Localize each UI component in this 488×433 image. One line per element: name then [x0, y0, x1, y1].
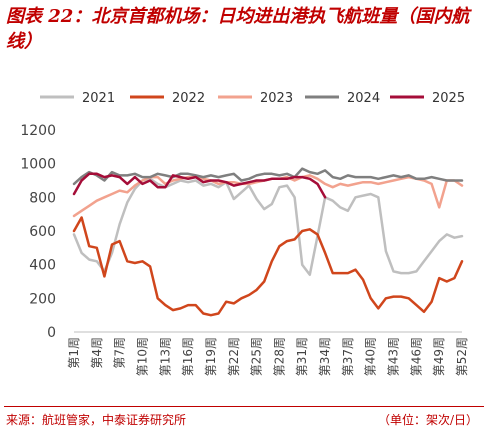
- x-tick-label: 第34周: [318, 337, 332, 376]
- legend-label-2025: 2025: [432, 91, 465, 106]
- source-note: 来源：航班管家，中泰证券研究所: [6, 413, 187, 427]
- x-tick-label: 第28周: [272, 337, 286, 376]
- x-tick-label: 第46周: [409, 337, 423, 376]
- y-axis: 0 200 400 600 800 1000 1200: [20, 123, 56, 341]
- unit-note: （单位：架次/日）: [377, 413, 478, 427]
- y-tick-label: 0: [47, 325, 56, 341]
- x-tick-label: 第19周: [204, 337, 218, 376]
- series-line-2022: [72, 216, 464, 317]
- x-tick-label: 第4周: [90, 337, 104, 369]
- legend-label-2023: 2023: [260, 91, 293, 106]
- x-tick-label: 第16周: [181, 337, 195, 376]
- legend-label-2024: 2024: [347, 91, 380, 106]
- series-line-2025: [72, 172, 327, 199]
- y-tick-label: 1000: [20, 157, 56, 173]
- chart-title: 图表 22：北京首都机场：日均进出港执飞航班量（国内航线）: [6, 6, 470, 52]
- series-line-2024: [72, 167, 464, 186]
- x-tick-label: 第49周: [432, 337, 446, 376]
- x-tick-label: 第37周: [341, 337, 355, 376]
- series-line-2021: [72, 177, 464, 277]
- plot-area: [72, 167, 464, 317]
- y-tick-label: 600: [29, 224, 56, 240]
- x-tick-label: 第43周: [387, 337, 401, 376]
- x-axis: 第1周 第4周 第7周 第10周 第13周 第16周 第19周 第22周 第25周 第28周 第31…: [67, 331, 469, 376]
- x-tick-label: 第10周: [135, 337, 149, 376]
- y-tick-label: 1200: [20, 123, 56, 139]
- y-tick-label: 400: [29, 258, 56, 274]
- legend: 2021 2022 2023 2024 2025: [40, 91, 465, 106]
- x-tick-label: 第52周: [455, 337, 469, 376]
- legend-label-2022: 2022: [172, 91, 205, 106]
- y-tick-label: 200: [29, 291, 56, 307]
- x-tick-label: 第13周: [158, 337, 172, 376]
- chart-canvas: 2021 2022 2023 2024 2025 0 200 400 600 800 1000 12…: [20, 91, 469, 376]
- footer-divider: [4, 406, 484, 407]
- x-tick-label: 第7周: [113, 337, 127, 369]
- y-tick-label: 800: [29, 190, 56, 206]
- x-tick-label: 第22周: [227, 337, 241, 376]
- x-tick-label: 第25周: [250, 337, 264, 376]
- legend-label-2021: 2021: [82, 91, 115, 106]
- x-tick-label: 第1周: [67, 337, 81, 369]
- x-tick-label: 第31周: [295, 337, 309, 376]
- x-tick-label: 第40周: [364, 337, 378, 376]
